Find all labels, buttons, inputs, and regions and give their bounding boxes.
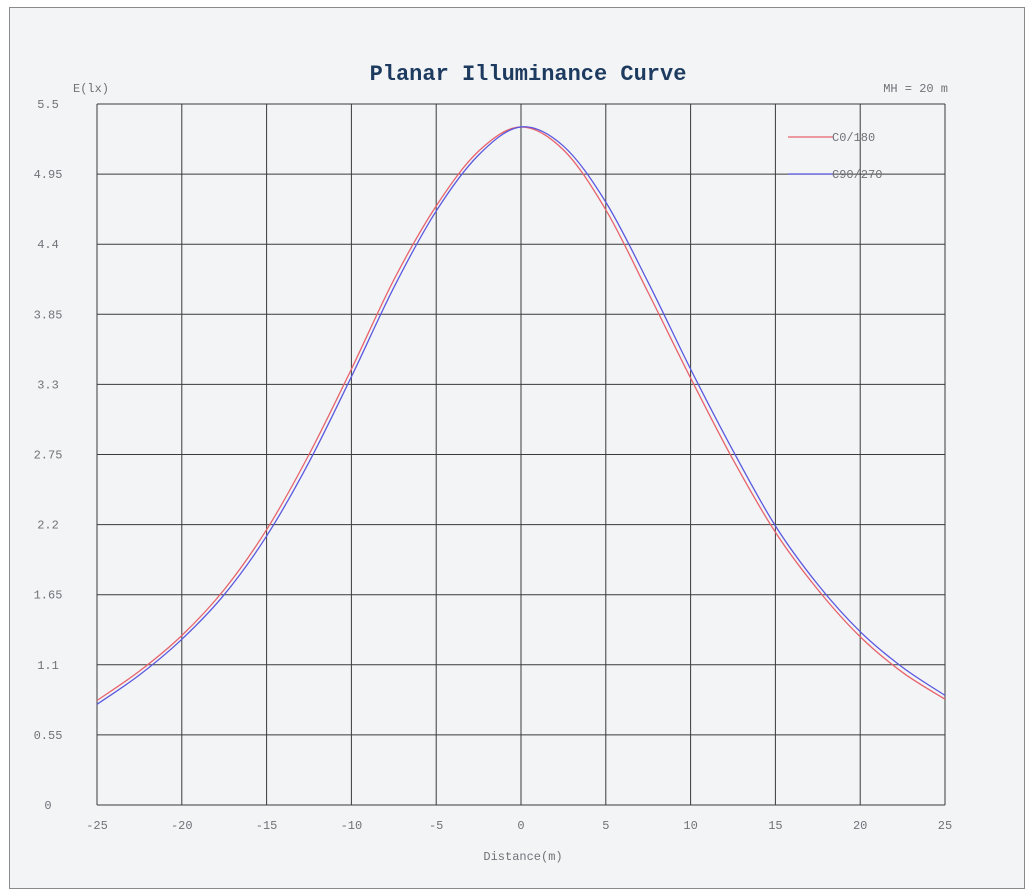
y-tick-label: 3.85: [34, 308, 63, 322]
x-tick-label: -20: [171, 819, 193, 833]
x-tick-label: 0: [517, 819, 524, 833]
y-tick-label: 2.75: [34, 449, 63, 463]
y-tick-label: 1.1: [37, 659, 59, 673]
grid: [96, 103, 946, 806]
series-line-c90-270: [96, 126, 946, 705]
series-lines: [96, 126, 946, 705]
x-tick-label: 15: [768, 819, 782, 833]
y-tick-label: 4.4: [37, 238, 59, 252]
y-tick-label: 0.55: [34, 729, 63, 743]
x-tick-label: -5: [429, 819, 443, 833]
y-tick-label: 4.95: [34, 168, 63, 182]
x-tick-label: 5: [602, 819, 609, 833]
y-tick-label: 2.2: [37, 519, 59, 533]
y-tick-label: 5.5: [37, 98, 59, 112]
legend-label-c90-270: C90/270: [832, 168, 882, 182]
legend-label-c0-180: C0/180: [832, 131, 875, 145]
x-tick-label: -10: [341, 819, 363, 833]
tick-labels: -25 -20 -15 -10 -5 0 5 10 15 20 25 0 0.55 1.1 1.65 2.2 2…: [34, 98, 953, 833]
x-tick-label: 25: [938, 819, 952, 833]
mounting-height-annotation: MH = 20 m: [883, 82, 948, 96]
chart-title: Planar Illuminance Curve: [370, 62, 687, 87]
y-axis-label: E(lx): [73, 82, 109, 96]
x-tick-label: 10: [683, 819, 697, 833]
y-tick-label: 1.65: [34, 589, 63, 603]
chart-panel: -25 -20 -15 -10 -5 0 5 10 15 20 25 0 0.55 1.1 1.65 2.2 2…: [9, 7, 1025, 889]
x-axis-label: Distance(m): [483, 850, 562, 864]
x-tick-label: 20: [853, 819, 867, 833]
x-tick-label: -25: [86, 819, 108, 833]
legend: C0/180 C90/270: [788, 131, 882, 182]
illuminance-chart: -25 -20 -15 -10 -5 0 5 10 15 20 25 0 0.55 1.1 1.65 2.2 2…: [34, 62, 953, 864]
x-tick-label: -15: [256, 819, 278, 833]
y-tick-label: 0: [44, 799, 51, 813]
y-tick-label: 3.3: [37, 378, 59, 392]
